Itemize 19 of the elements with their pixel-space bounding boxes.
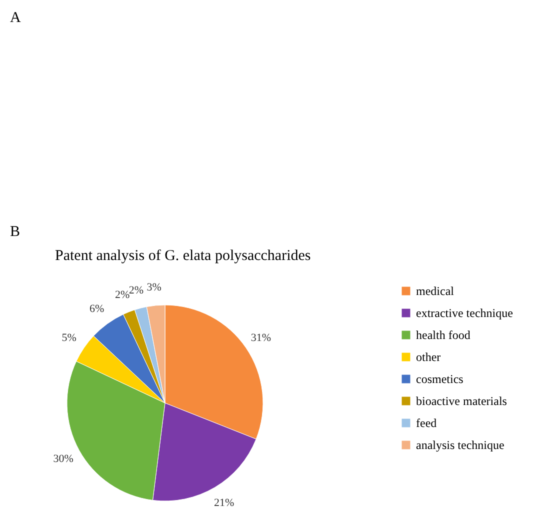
- data-label: 2%: [114, 289, 130, 302]
- legend-label: other: [416, 350, 441, 364]
- legend-label: analysis technique: [416, 438, 504, 452]
- legend-label: medical: [416, 284, 455, 298]
- data-label: 5%: [62, 332, 76, 344]
- legend-label: feed: [416, 416, 437, 430]
- data-label: 2%: [128, 284, 144, 297]
- chart-title: Patent analysis of G. elata polysaccharides: [55, 248, 311, 264]
- legend-label: health food: [416, 328, 470, 342]
- text: B: [10, 224, 20, 240]
- data-label: 31%: [250, 332, 272, 344]
- data-label: 6%: [89, 303, 104, 316]
- text: A: [10, 10, 21, 26]
- legend-label: extractive technique: [416, 306, 513, 320]
- legend-label: cosmetics: [416, 372, 464, 386]
- legend-label: bioactive materials: [416, 394, 508, 408]
- data-label: 3%: [146, 282, 162, 294]
- data-label: 21%: [214, 496, 234, 509]
- data-label: 30%: [53, 452, 74, 465]
